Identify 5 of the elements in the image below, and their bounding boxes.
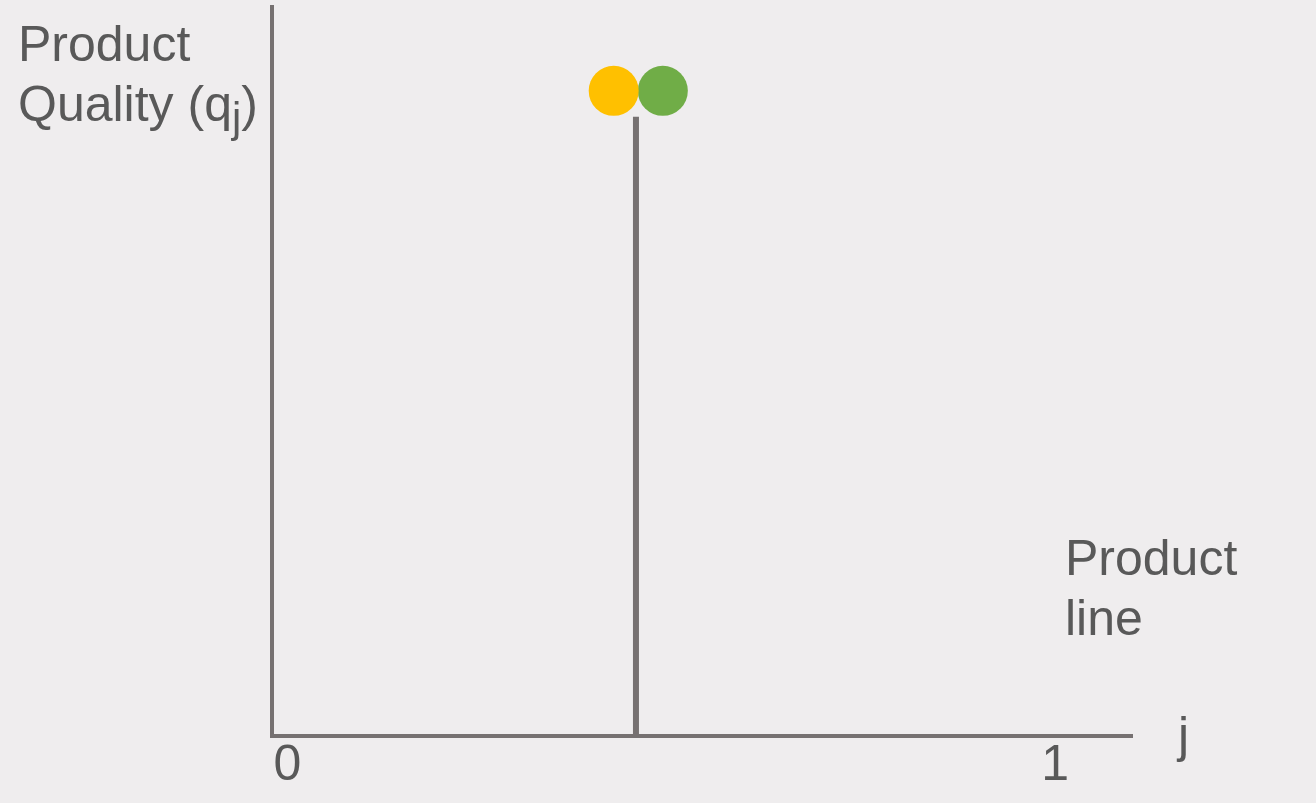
text: j bbox=[1178, 706, 1190, 765]
x-tick-label: 0 bbox=[273, 734, 302, 791]
x-tick-label: 1 bbox=[1041, 734, 1070, 791]
x-axis-title: Product line bbox=[1065, 529, 1239, 648]
y-axis-title: Product Quality (q$_{j}$) bbox=[18, 15, 259, 143]
